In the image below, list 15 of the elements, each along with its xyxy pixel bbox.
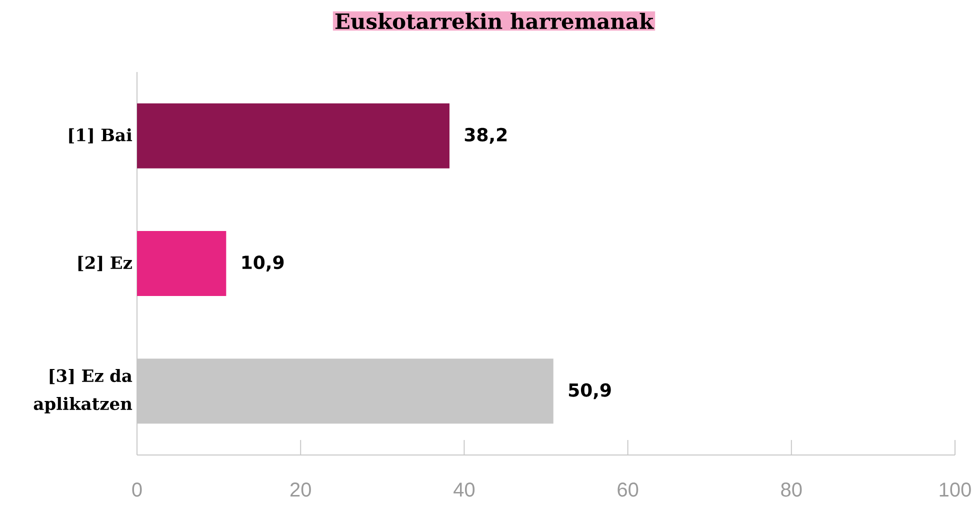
x-tick-label: 20 [290, 482, 311, 497]
chart-title: Euskotarrekin harremanak [335, 12, 654, 30]
x-tick-label: 0 [132, 482, 142, 497]
data-label: 10,9 [242, 256, 284, 272]
x-tick-label: 40 [454, 482, 475, 497]
x-tick-label: 100 [940, 482, 971, 497]
data-label: 50,9 [568, 383, 611, 400]
bar [137, 103, 450, 168]
bar [137, 231, 226, 296]
x-tick-label: 80 [781, 482, 802, 497]
y-tick-label: [1] Bai [69, 128, 132, 144]
data-label: 38,2 [464, 128, 507, 144]
y-tick-label: [2] Ez [78, 256, 132, 272]
x-tick-label: 60 [618, 482, 638, 497]
y-tick-label: [3] Ez da aplikatzen [34, 368, 132, 414]
